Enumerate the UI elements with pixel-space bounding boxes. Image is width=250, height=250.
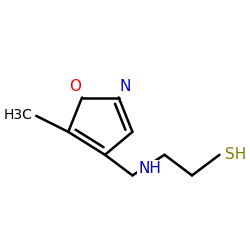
Text: O: O (69, 79, 81, 94)
Text: N: N (120, 79, 131, 94)
Text: SH: SH (225, 147, 246, 162)
Text: NH: NH (138, 160, 161, 176)
Text: H3C: H3C (4, 108, 33, 122)
